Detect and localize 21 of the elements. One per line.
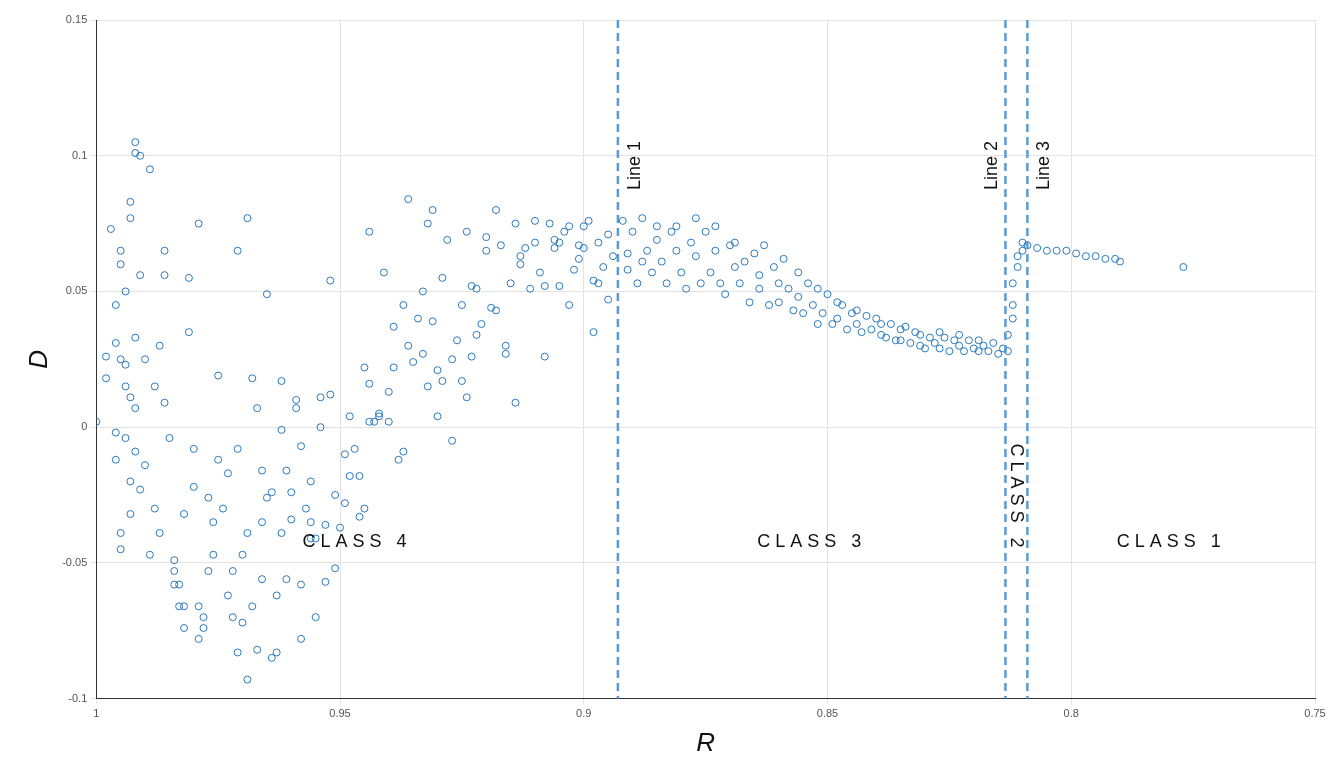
x-tick-label: 0.9 <box>576 707 592 720</box>
ref-line-label: Line 1 <box>623 140 644 190</box>
y-tick-label: 0.15 <box>65 13 88 26</box>
y-tick-label: -0.05 <box>62 555 88 568</box>
ref-line-label: Line 3 <box>1033 140 1054 190</box>
annotation: CLASS 2 <box>1007 443 1028 553</box>
y-tick-label: -0.1 <box>68 691 88 704</box>
x-tick-label: 0.75 <box>1304 707 1326 720</box>
ref-line-label: Line 2 <box>981 140 1002 190</box>
x-tick-label: 1 <box>93 707 100 720</box>
y-tick-label: 0 <box>81 420 88 433</box>
y-tick-label: 0.1 <box>71 148 88 161</box>
y-tick-label: 0.05 <box>65 284 88 297</box>
x-tick-label: 0.8 <box>1063 707 1079 720</box>
x-axis-title: R <box>696 726 716 757</box>
annotation: CLASS 4 <box>302 531 412 552</box>
annotation: CLASS 3 <box>757 531 867 552</box>
annotation: CLASS 1 <box>1116 531 1226 552</box>
x-tick-label: 0.85 <box>816 707 839 720</box>
x-tick-label: 0.95 <box>329 707 351 720</box>
y-axis-title: D <box>22 349 53 369</box>
